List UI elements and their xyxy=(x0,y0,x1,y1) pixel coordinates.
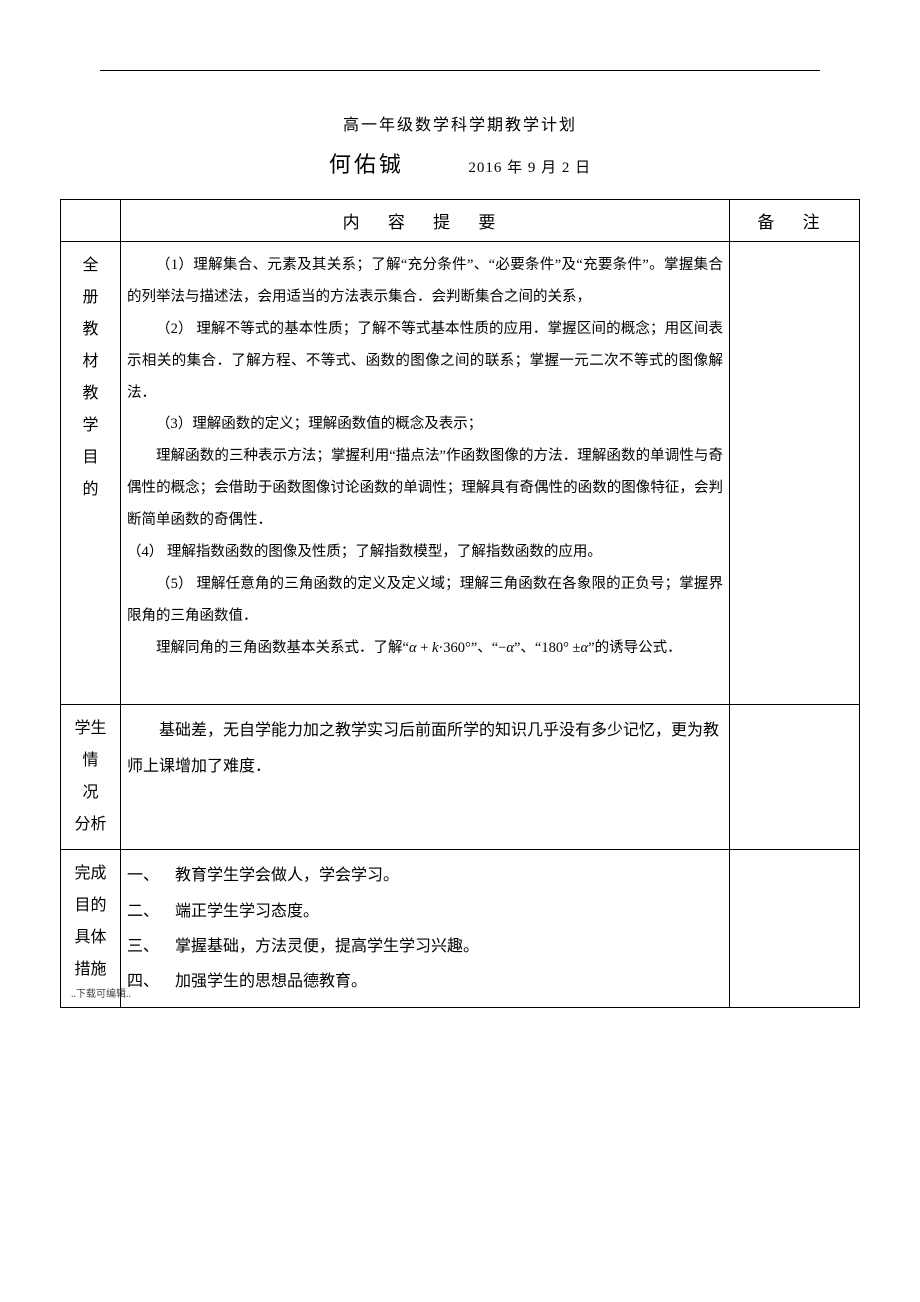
objective-5b: 理解同角的三角函数基本关系式．了解“α + k·360°”、“−α”、“180°… xyxy=(127,633,723,665)
label-char: 况 xyxy=(67,777,114,809)
measure-item: 二、端正学生学习态度。 xyxy=(127,894,723,929)
author-line: 何佑铖 2016 年 9 月 2 日 xyxy=(60,147,860,179)
label-char: 教 xyxy=(67,314,114,346)
label-char: 全 xyxy=(67,250,114,282)
label-char: 目 xyxy=(67,442,114,474)
student-analysis-text: 基础差，无自学能力加之教学实习后前面所学的知识几乎没有多少记忆，更为教师上课增加… xyxy=(127,713,723,783)
label-char: 册 xyxy=(67,282,114,314)
measure-item: 四、加强学生的思想品德教育。 xyxy=(127,964,723,999)
measure-text: 加强学生的思想品德教育。 xyxy=(175,964,723,999)
objective-1: （1）理解集合、元素及其关系；了解“充分条件”、“必要条件”及“充要条件”。掌握… xyxy=(127,250,723,314)
measure-item: 一、教育学生学会做人，学会学习。 xyxy=(127,858,723,893)
row-objectives-notes xyxy=(730,242,860,705)
row-measures-content: 一、教育学生学会做人，学会学习。二、端正学生学习态度。三、掌握基础，方法灵便，提… xyxy=(121,850,730,1008)
row-student-content: 基础差，无自学能力加之教学实习后前面所学的知识几乎没有多少记忆，更为教师上课增加… xyxy=(121,705,730,850)
measure-num: 三、 xyxy=(127,929,175,964)
row-objectives-label: 全册教材教学目的 xyxy=(61,242,121,705)
header-content-label: 内 容 提 要 xyxy=(121,200,730,242)
header-notes-label: 备 注 xyxy=(730,200,860,242)
author-name: 何佑铖 xyxy=(329,152,404,177)
row-objectives-content: （1）理解集合、元素及其关系；了解“充分条件”、“必要条件”及“充要条件”。掌握… xyxy=(121,242,730,705)
row-student-analysis: 学生情况分析 基础差，无自学能力加之教学实习后前面所学的知识几乎没有多少记忆，更… xyxy=(61,705,860,850)
measure-text: 教育学生学会做人，学会学习。 xyxy=(175,858,723,893)
label-char: 学 xyxy=(67,410,114,442)
label-char: 措施 xyxy=(67,954,114,986)
label-char: 分析 xyxy=(67,809,114,841)
objective-3: （3）理解函数的定义；理解函数值的概念及表示； xyxy=(127,409,723,441)
label-char: 材 xyxy=(67,346,114,378)
label-char: 具体 xyxy=(67,922,114,954)
measure-item: 三、掌握基础，方法灵便，提高学生学习兴趣。 xyxy=(127,929,723,964)
row-measures: 完成目的具体措施 ..下载可编辑.. 一、教育学生学会做人，学会学习。二、端正学… xyxy=(61,850,860,1008)
measure-text: 端正学生学习态度。 xyxy=(175,894,723,929)
row-measures-notes xyxy=(730,850,860,1008)
doc-date: 2016 年 9 月 2 日 xyxy=(468,160,591,176)
label-char: 的 xyxy=(67,474,114,506)
top-horizontal-rule xyxy=(100,70,820,71)
objective-2: （2） 理解不等式的基本性质；了解不等式基本性质的应用．掌握区间的概念；用区间表… xyxy=(127,314,723,410)
label-char: 目的 xyxy=(67,890,114,922)
row-objectives: 全册教材教学目的 （1）理解集合、元素及其关系；了解“充分条件”、“必要条件”及… xyxy=(61,242,860,705)
plan-table: 内 容 提 要 备 注 全册教材教学目的 （1）理解集合、元素及其关系；了解“充… xyxy=(60,199,860,1008)
row-student-label: 学生情况分析 xyxy=(61,705,121,850)
footer-note: ..下载可编辑.. xyxy=(61,985,120,1005)
measure-num: 一、 xyxy=(127,858,175,893)
label-char: 教 xyxy=(67,378,114,410)
header-empty-cell xyxy=(61,200,121,242)
measure-num: 四、 xyxy=(127,964,175,999)
label-char: 情 xyxy=(67,745,114,777)
objective-3b: 理解函数的三种表示方法；掌握利用“描点法”作函数图像的方法．理解函数的单调性与奇… xyxy=(127,441,723,537)
row-measures-label: 完成目的具体措施 ..下载可编辑.. xyxy=(61,850,121,1008)
objective-4: （4） 理解指数函数的图像及性质；了解指数模型，了解指数函数的应用。 xyxy=(127,537,723,569)
objective-5: （5） 理解任意角的三角函数的定义及定义域；理解三角函数在各象限的正负号；掌握界… xyxy=(127,569,723,633)
label-char: 完成 xyxy=(67,858,114,890)
label-char: 学生 xyxy=(67,713,114,745)
measure-text: 掌握基础，方法灵便，提高学生学习兴趣。 xyxy=(175,929,723,964)
measure-num: 二、 xyxy=(127,894,175,929)
table-header-row: 内 容 提 要 备 注 xyxy=(61,200,860,242)
row-student-notes xyxy=(730,705,860,850)
doc-title: 高一年级数学科学期教学计划 xyxy=(60,111,860,135)
